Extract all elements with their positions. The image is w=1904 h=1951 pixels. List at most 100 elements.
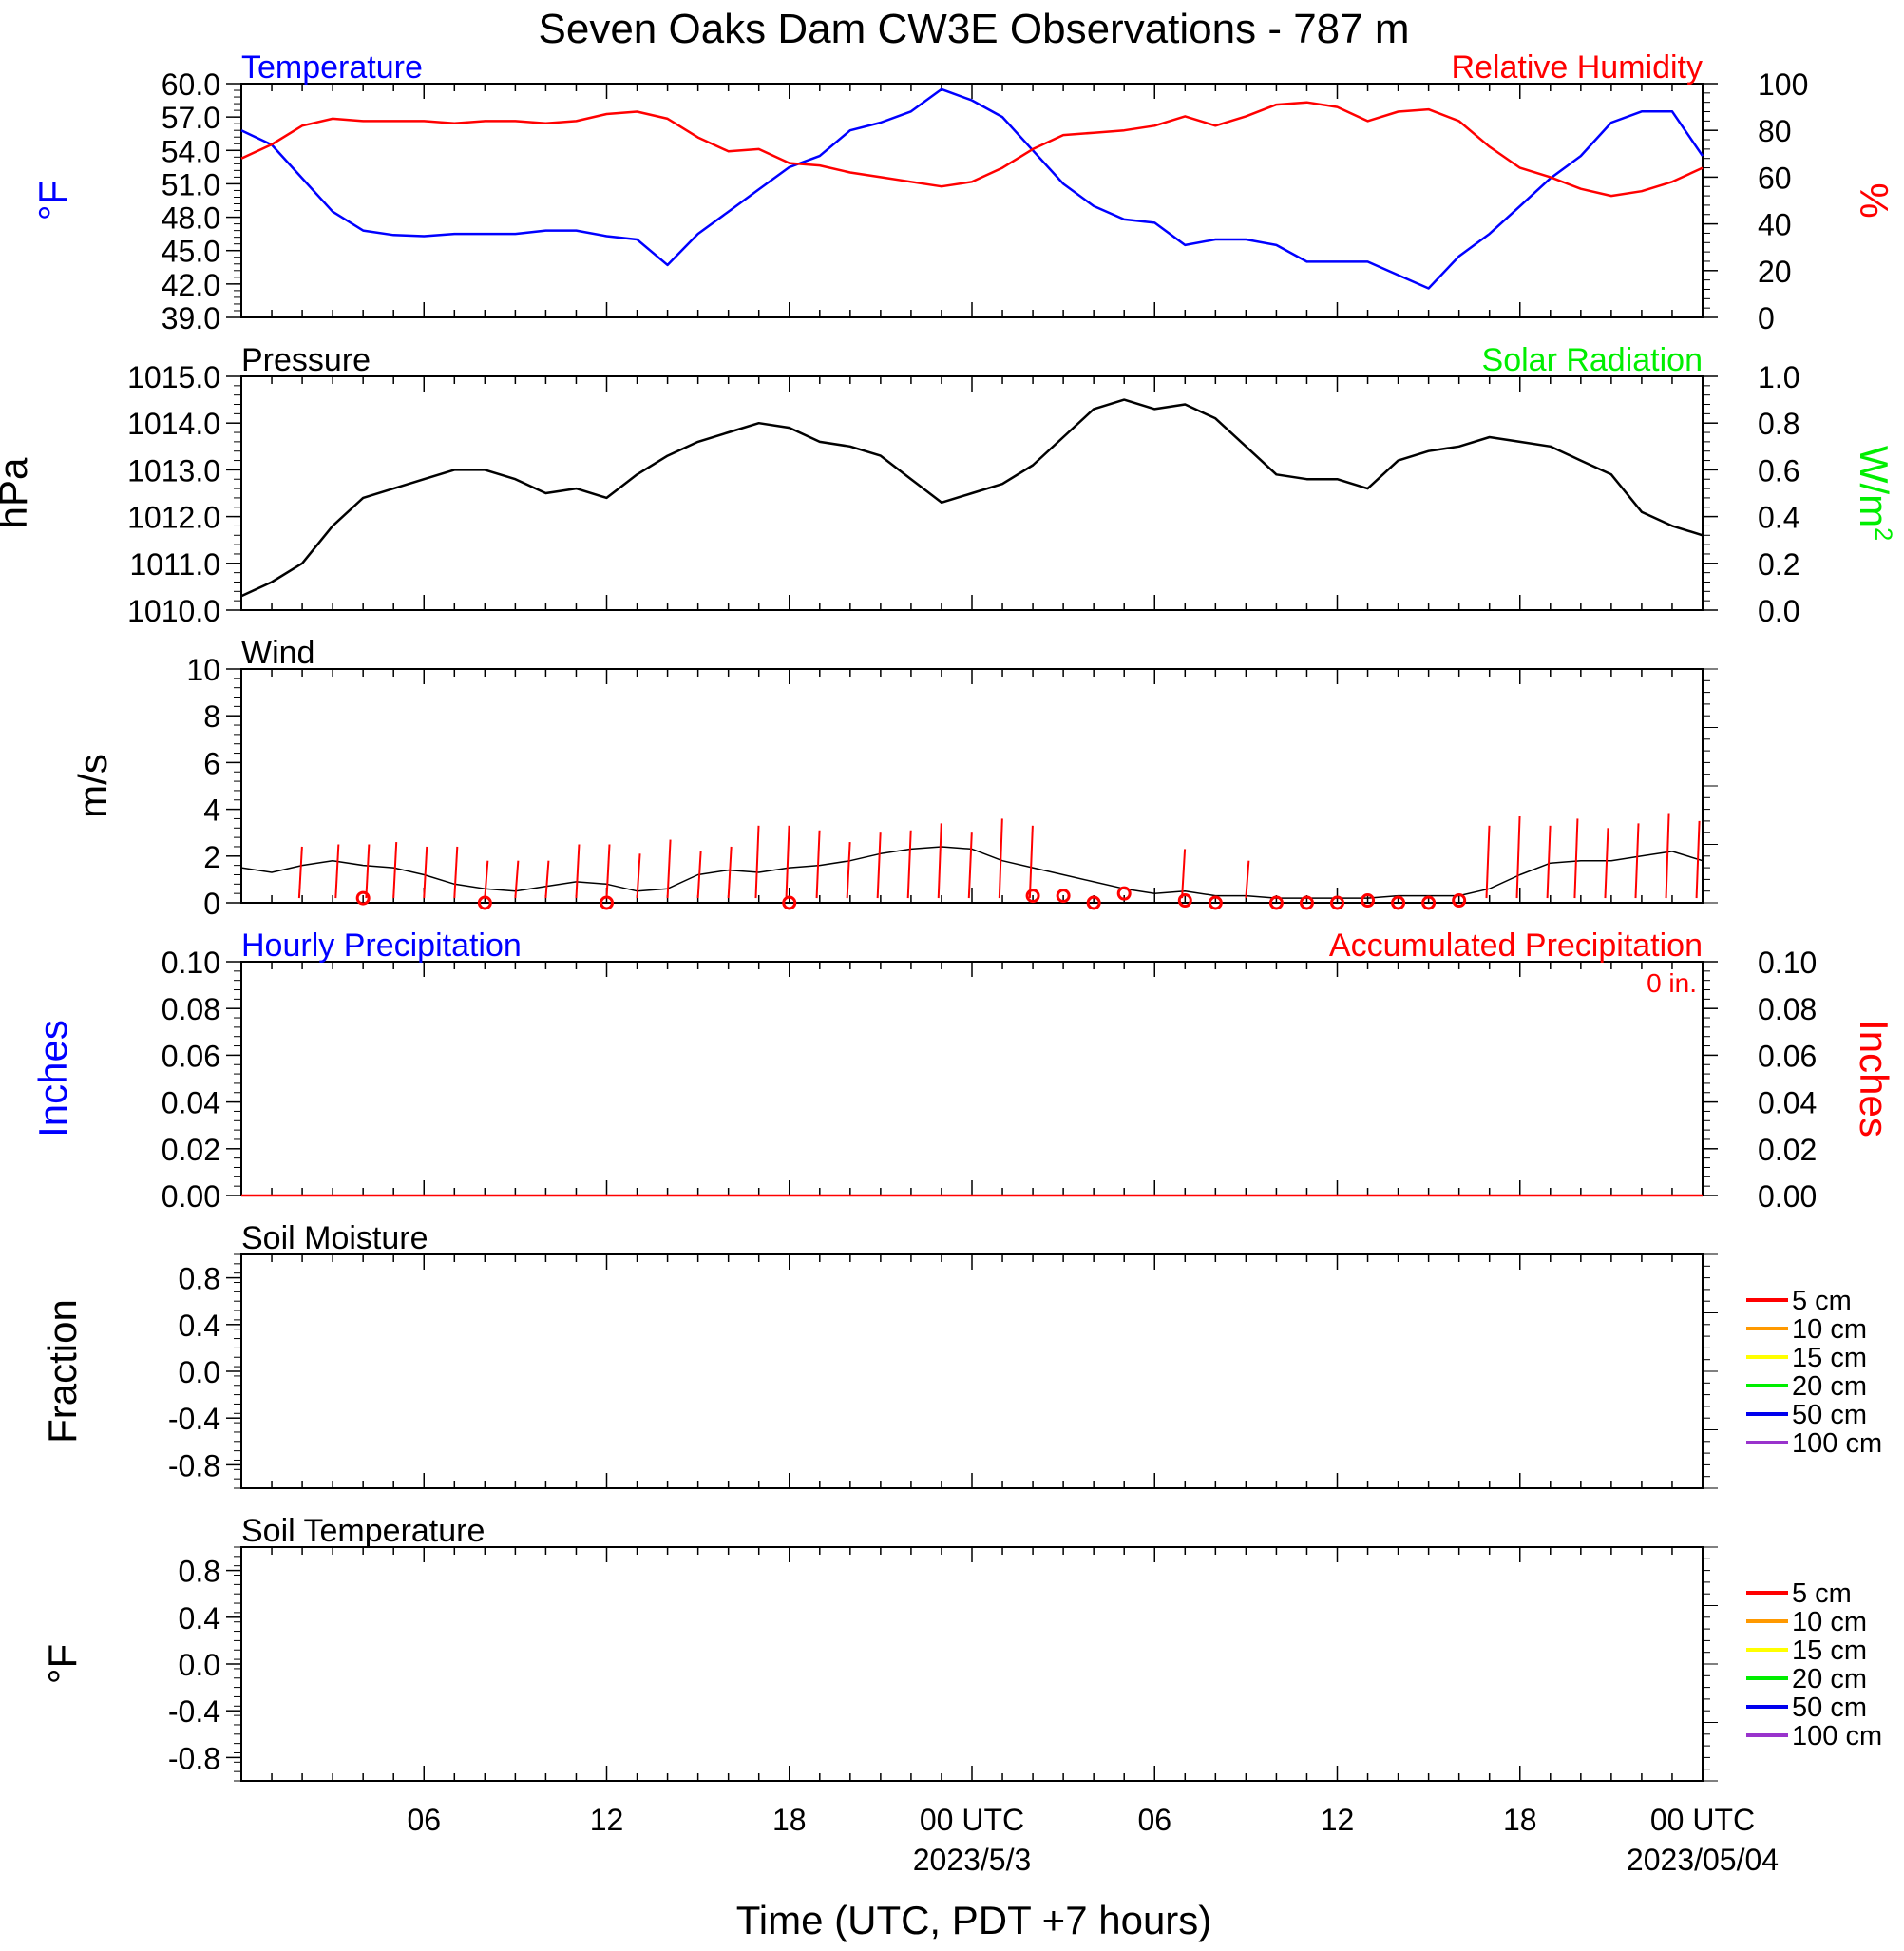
legend-label: 100 cm xyxy=(1792,1428,1882,1459)
y-tick-label-left: 10 xyxy=(186,653,220,687)
y-tick-label-right: 0.4 xyxy=(1758,501,1799,535)
panel-pressure_solar: 1015.0 1014.0 1013.0 1012.0 1011.0 1010.0 1.0 0… xyxy=(0,342,1896,628)
y-tick-label-right: 100 xyxy=(1758,67,1808,102)
panel-title-right: Accumulated Precipitation xyxy=(1329,928,1703,964)
wind-gust-mark xyxy=(1028,825,1034,899)
y-axis-label-right: Inches xyxy=(1852,1020,1896,1138)
y-tick-label-left: 0.8 xyxy=(179,1262,220,1296)
panels: 60.057.054.051.048.045.042.039.010080604… xyxy=(0,49,1896,1782)
y-tick-label-right: 0.6 xyxy=(1758,453,1799,488)
wind-calm-marker xyxy=(355,890,371,906)
wind-gust-mark xyxy=(423,846,428,899)
y-tick-label-right: 0.08 xyxy=(1758,992,1817,1026)
y-tick-label-left: 1012.0 xyxy=(127,501,220,535)
wind-gust-mark xyxy=(1604,828,1609,899)
y-tick-label-left: 54.0 xyxy=(162,134,220,168)
date-label: 2023/5/3 xyxy=(913,1843,1032,1877)
plot-frame xyxy=(240,1546,1704,1782)
wind-calm-marker xyxy=(1391,895,1406,910)
panel-title-right: Solar Radiation xyxy=(1482,342,1703,378)
y-tick-label-left: 1015.0 xyxy=(127,360,220,394)
wind-gust-mark xyxy=(636,853,641,899)
y-tick-label-right: 80 xyxy=(1758,114,1792,148)
panel-title-right: Relative Humidity xyxy=(1451,49,1703,86)
y-tick-label-left: 2 xyxy=(203,840,220,874)
y-axis-label-left: hPa xyxy=(0,457,35,528)
wind-gust-mark xyxy=(1546,825,1552,899)
wind-gust-mark xyxy=(754,825,760,899)
time-axis-labels: 06 12 18 00 UTC 06 12 18 00 UTC 2023/5/3 2023/05/… xyxy=(407,1803,1779,1877)
y-axis-label-left: m/s xyxy=(70,754,115,818)
panel-title-left: Soil Temperature xyxy=(241,1513,485,1549)
panel-annotation: 0 in. xyxy=(1647,968,1697,998)
wind-gust-mark xyxy=(727,846,733,899)
y-tick-label-left: 0.0 xyxy=(179,1355,220,1389)
legend-label: 10 cm xyxy=(1792,1607,1867,1637)
wind-gust-mark xyxy=(1245,860,1250,899)
y-tick-label-left: 0.02 xyxy=(162,1133,220,1167)
date-label: 2023/05/04 xyxy=(1627,1843,1779,1877)
y-tick-label-left: -0.8 xyxy=(168,1448,220,1482)
wind-gust-mark xyxy=(906,830,912,899)
panel-title-left: Wind xyxy=(241,635,314,671)
series-line-temperature xyxy=(240,87,1704,290)
wind-calm-marker xyxy=(1056,889,1071,904)
legend-label: 50 cm xyxy=(1792,1400,1867,1430)
y-tick-label-left: 0.4 xyxy=(179,1309,220,1343)
wind-calm-marker xyxy=(1361,893,1376,909)
legend-label: 20 cm xyxy=(1792,1371,1867,1402)
wind-calm-marker xyxy=(1208,895,1223,910)
y-tick-label-left: 1014.0 xyxy=(127,407,220,441)
x-tick-label: 12 xyxy=(1321,1803,1355,1837)
time-axis-title: Time (UTC, PDT +7 hours) xyxy=(736,1898,1212,1942)
panel-title-left: Soil Moisture xyxy=(241,1220,428,1256)
y-tick-label-left: 6 xyxy=(203,746,220,780)
wind-gust-mark xyxy=(365,844,371,899)
legend-label: 100 cm xyxy=(1792,1721,1882,1751)
panel-title-left: Pressure xyxy=(241,342,371,378)
y-tick-label-right: 0 xyxy=(1758,301,1775,335)
figure-title: Seven Oaks Dam CW3E Observations - 787 m xyxy=(539,6,1410,52)
y-axis-label-right: W/m2 xyxy=(1852,446,1896,541)
y-tick-label-left: 0.08 xyxy=(162,992,220,1026)
y-tick-label-left: -0.4 xyxy=(168,1694,220,1729)
wind-calm-marker xyxy=(600,895,614,910)
wind-gust-mark xyxy=(575,844,581,899)
wind-calm-marker xyxy=(1025,889,1040,904)
legend-label: 20 cm xyxy=(1792,1664,1867,1694)
wind-gust-mark xyxy=(846,841,851,899)
wind-gust-mark xyxy=(785,825,790,899)
wind-calm-marker xyxy=(1421,895,1437,910)
wind-gust-mark xyxy=(666,839,672,899)
legend-label: 50 cm xyxy=(1792,1693,1867,1723)
plot-frame xyxy=(240,961,1704,1196)
y-tick-label-left: 0.04 xyxy=(162,1086,220,1120)
wind-calm-marker xyxy=(1268,895,1284,910)
y-tick-label-left: 57.0 xyxy=(162,101,220,135)
wind-gust-mark xyxy=(937,823,942,899)
y-tick-label-left: 60.0 xyxy=(162,67,220,102)
x-tick-label: 00 UTC xyxy=(920,1803,1024,1837)
wind-gust-mark xyxy=(815,830,821,899)
y-tick-label-left: -0.8 xyxy=(168,1741,220,1775)
wind-gust-mark xyxy=(297,846,303,899)
y-tick-label-right: 0.8 xyxy=(1758,407,1799,441)
wind-gust-mark xyxy=(1695,820,1701,899)
x-tick-label: 18 xyxy=(1503,1803,1537,1837)
y-tick-label-right: 0.10 xyxy=(1758,946,1817,980)
wind-gust-mark xyxy=(1634,823,1640,899)
y-tick-label-left: 0.8 xyxy=(179,1555,220,1589)
y-tick-label-left: 39.0 xyxy=(162,301,220,335)
y-axis-label-left: Fraction xyxy=(40,1299,85,1444)
y-tick-label-right: 60 xyxy=(1758,161,1792,195)
y-tick-label-right: 0.02 xyxy=(1758,1133,1817,1167)
wind-calm-marker xyxy=(1330,895,1344,910)
x-tick-label: 00 UTC xyxy=(1650,1803,1755,1837)
wind-calm-marker xyxy=(1177,893,1192,909)
y-tick-label-right: 0.0 xyxy=(1758,594,1799,628)
y-tick-label-left: -0.4 xyxy=(168,1402,220,1436)
plot-frame xyxy=(240,83,1704,318)
y-tick-label-left: 48.0 xyxy=(162,201,220,236)
wind-gust-mark xyxy=(1181,849,1187,899)
y-tick-label-left: 8 xyxy=(203,699,220,734)
